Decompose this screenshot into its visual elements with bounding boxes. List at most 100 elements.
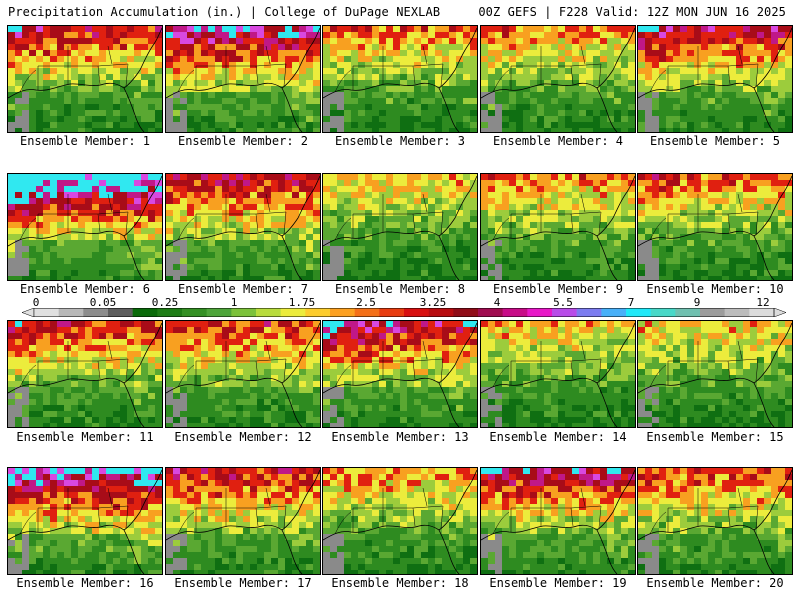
ensemble-member-map [480,173,636,281]
precip-field [166,468,320,574]
colorbar-tick-label: 3.25 [419,296,447,309]
colorbar-swatch [354,308,380,317]
coastline [166,469,320,574]
colorbar-tick-label: 12 [756,296,770,309]
member-caption: Ensemble Member: 2 [177,134,309,148]
member-caption: Ensemble Member: 3 [334,134,466,148]
precip-field [166,321,320,427]
ensemble-member-map [165,320,321,428]
state-borders [19,193,129,241]
ensemble-member-map [480,25,636,133]
ensemble-member-map [7,320,163,428]
ensemble-member-map [322,173,478,281]
ensemble-member-map [637,25,793,133]
state-borders [19,487,129,535]
precip-field [8,174,162,280]
coastline [166,27,320,132]
member-caption: Ensemble Member: 20 [646,576,784,590]
colorbar-swatch [132,308,158,317]
colorbar-tick-label: 0.05 [89,296,117,309]
coastline [638,322,792,427]
colorbar-swatch [601,308,627,317]
colorbar-swatch [379,308,405,317]
state-borders [334,45,444,93]
state-borders [492,487,602,535]
colorbar-swatch [502,308,528,317]
colorbar-tick-label: 4 [493,296,501,309]
colorbar-swatch [157,308,183,317]
member-caption: Ensemble Member: 10 [646,282,784,296]
colorbar-swatch [749,308,775,317]
member-caption: Ensemble Member: 19 [489,576,627,590]
precip-field [323,26,477,132]
precip-field [481,174,635,280]
coastline [8,175,162,280]
state-borders [177,45,287,93]
colorbar-swatch [206,308,232,317]
colorbar-arrow-right [773,308,786,317]
colorbar-tick-label: 2.5 [356,296,376,309]
colorbar-swatch [305,308,331,317]
member-caption: Ensemble Member: 11 [16,430,154,444]
coastline [481,27,635,132]
member-caption: Ensemble Member: 15 [646,430,784,444]
coastline [8,469,162,574]
ensemble-member-map [165,467,321,575]
colorbar-arrow-left [22,308,35,317]
coastline [638,27,792,132]
ensemble-member-map [165,173,321,281]
colorbar-swatch [34,308,59,317]
precip-field [323,468,477,574]
colorbar-tick-label: 0.25 [151,296,179,309]
coastline [8,27,162,132]
coastline [323,469,477,574]
colorbar-swatch [650,308,676,317]
state-borders [334,487,444,535]
colorbar-swatch [404,308,429,317]
precip-field [8,321,162,427]
member-caption: Ensemble Member: 12 [174,430,312,444]
coastline [323,322,477,427]
colorbar-tick-label: 0 [32,296,40,309]
coastline [323,175,477,280]
colorbar-swatch [330,308,355,317]
member-caption: Ensemble Member: 5 [649,134,781,148]
member-caption: Ensemble Member: 8 [334,282,466,296]
colorbar-tick-label: 9 [693,296,701,309]
ensemble-member-map [322,25,478,133]
member-caption: Ensemble Member: 4 [492,134,624,148]
member-caption: Ensemble Member: 14 [489,430,627,444]
colorbar-swatch [280,308,306,317]
colorbar-swatch [552,308,577,317]
member-caption: Ensemble Member: 13 [331,430,469,444]
colorbar-tick-label: 1 [230,296,238,309]
state-borders [492,340,602,388]
ensemble-member-map [637,467,793,575]
ensemble-member-map [7,25,163,133]
coastline [481,322,635,427]
map-title: Precipitation Accumulation (in.) | Colle… [8,5,441,19]
member-caption: Ensemble Member: 18 [331,576,469,590]
state-borders [177,193,287,241]
state-borders [177,487,287,535]
colorbar-swatch [724,308,750,317]
ensemble-member-map [165,25,321,133]
ensemble-member-map [7,467,163,575]
state-borders [19,340,129,388]
coastline [8,322,162,427]
state-borders [334,340,444,388]
state-borders [177,340,287,388]
ensemble-member-map [322,320,478,428]
coastline [166,322,320,427]
colorbar-swatch [675,308,701,317]
state-borders [334,193,444,241]
colorbar-swatch [182,308,207,317]
state-borders [492,193,602,241]
coastline [638,469,792,574]
state-borders [649,193,759,241]
precip-field [8,26,162,132]
ensemble-member-map [7,173,163,281]
precip-field [481,26,635,132]
precip-field [323,174,477,280]
colorbar-tick-label: 7 [627,296,635,309]
